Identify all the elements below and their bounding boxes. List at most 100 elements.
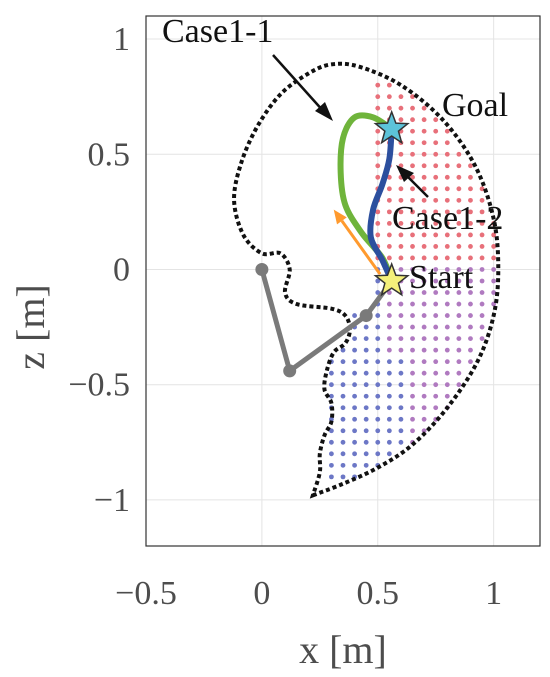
reachable-dot — [375, 405, 381, 411]
reachable-dot — [433, 244, 439, 249]
reachable-dot — [398, 416, 404, 422]
reachable-dot — [456, 370, 462, 376]
reachable-dot — [468, 174, 473, 180]
reachable-dot — [352, 416, 357, 422]
reachable-dot — [433, 163, 439, 169]
reachable-dot — [375, 174, 381, 180]
reachable-dot — [456, 301, 462, 307]
direction-arrow — [340, 220, 382, 275]
reachable-dot — [410, 186, 415, 192]
reachable-dot — [386, 324, 392, 330]
reachable-dot — [421, 347, 427, 353]
reachable-dot — [444, 174, 450, 180]
direction-arrows — [333, 209, 382, 275]
reachable-dot — [456, 382, 462, 388]
reachable-dot — [468, 197, 473, 203]
reachable-dot — [479, 267, 485, 272]
reachable-dot — [433, 197, 439, 203]
reachable-dot — [491, 232, 497, 238]
reachable-dot — [479, 232, 485, 238]
reachable-dot — [363, 382, 369, 388]
reachable-dot — [386, 220, 392, 226]
start-star — [373, 261, 410, 297]
reachable-dot — [433, 359, 439, 365]
reachable-dot — [386, 336, 392, 342]
y-tick-label: 0 — [113, 251, 130, 288]
reachable-dot — [410, 416, 415, 422]
reachable-dot — [410, 405, 415, 411]
reachable-dot — [421, 197, 427, 203]
reachable-dot — [410, 393, 415, 399]
reachable-dot — [386, 428, 392, 434]
reachable-dot — [468, 209, 473, 215]
reachable-dot — [375, 382, 381, 388]
reachable-dot — [340, 393, 346, 399]
reachable-dot — [375, 439, 381, 445]
reachable-dot — [433, 186, 439, 192]
annotation-case1-1: Case1-1 — [162, 13, 273, 50]
direction-arrow-head — [333, 209, 347, 225]
reachable-dot — [386, 405, 392, 411]
reachable-dot — [421, 232, 427, 238]
reachable-dot — [444, 313, 450, 318]
reachable-dot — [491, 267, 497, 272]
reachable-dot — [375, 94, 381, 100]
reachable-dot — [352, 451, 357, 457]
reachable-dot — [456, 232, 462, 238]
reachable-dot — [386, 232, 392, 238]
reachable-dot — [340, 428, 346, 434]
reachable-dot — [398, 197, 404, 203]
reachable-dot — [352, 393, 357, 399]
reachable-dot — [340, 439, 346, 445]
reachable-dot — [386, 313, 392, 318]
reachable-dot — [363, 439, 369, 445]
reachable-dot — [398, 151, 404, 157]
reachable-dot — [468, 359, 473, 365]
reachable-dot — [398, 347, 404, 353]
reachable-dot — [410, 255, 415, 261]
reachable-dot — [410, 278, 415, 284]
reachable-dot — [456, 324, 462, 330]
reachable-dot — [363, 405, 369, 411]
reachable-dot — [468, 267, 473, 272]
reachable-dot — [398, 324, 404, 330]
reachable-dot — [352, 370, 357, 376]
reachable-dot — [410, 163, 415, 169]
reachable-dot — [340, 359, 346, 365]
reachable-dot — [386, 301, 392, 307]
reachable-dot — [386, 393, 392, 399]
x-axis-label: x [m] — [299, 627, 387, 672]
reachable-dot — [398, 382, 404, 388]
reachable-dot — [410, 140, 415, 146]
reachable-dot — [433, 405, 439, 411]
reachable-dot — [410, 94, 415, 100]
plot-frame — [145, 15, 541, 547]
reachable-dot — [410, 209, 415, 215]
reachable-dot — [444, 163, 450, 169]
reachable-dot — [398, 94, 404, 100]
reachable-dot — [398, 117, 404, 123]
reachable-dot — [468, 255, 473, 261]
reachable-dot — [444, 324, 450, 330]
y-tick-label: −1 — [94, 482, 130, 519]
reachable-dot — [456, 186, 462, 192]
reachable-dot — [421, 255, 427, 261]
reachable-dot — [491, 255, 497, 261]
reachable-dot — [329, 474, 334, 480]
reachable-dot — [329, 382, 334, 388]
reachable-dot — [329, 428, 334, 434]
reachable-dot — [329, 439, 334, 445]
reachable-dot — [421, 370, 427, 376]
reachable-dot — [456, 209, 462, 215]
reachable-dot — [456, 313, 462, 318]
reachable-dot — [421, 290, 427, 295]
reachable-dot — [468, 347, 473, 353]
reachable-dot — [410, 117, 415, 123]
reachable-dot — [479, 324, 485, 330]
reachable-dot — [375, 370, 381, 376]
reachable-dot — [363, 416, 369, 422]
reachable-dot — [329, 451, 334, 457]
reachable-dot — [421, 209, 427, 215]
reachable-dot — [375, 140, 381, 146]
reachable-dot — [410, 232, 415, 238]
